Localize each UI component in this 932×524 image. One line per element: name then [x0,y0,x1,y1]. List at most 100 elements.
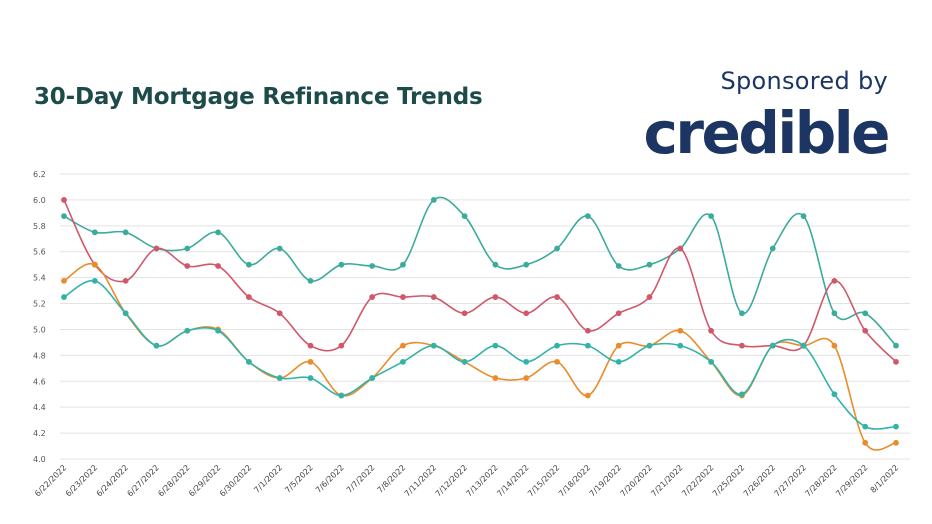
data-point [523,375,530,381]
data-point [584,213,591,220]
data-point [554,358,560,365]
data-point [400,342,406,349]
x-tick-label: 7/11/2022 [403,463,438,498]
data-point [708,358,715,365]
y-tick-label: 5.8 [33,222,46,231]
data-point [615,358,622,365]
x-tick-label: 7/7/2022 [345,463,377,495]
series-lines [63,196,897,451]
x-tick-label: 6/23/2022 [64,463,99,498]
data-point [646,342,653,349]
y-tick-label: 4.0 [33,455,46,464]
data-point [430,197,437,203]
data-point [831,391,838,398]
data-point [800,342,807,349]
y-tick-label: 5.0 [33,325,46,334]
data-point [184,327,191,334]
data-point [338,261,345,268]
data-point [91,277,98,284]
data-point [338,392,345,399]
data-point [61,294,67,300]
series-line-4 [63,279,897,430]
brand-logo: credible [643,99,891,167]
data-point [584,342,591,349]
data-point [831,310,838,317]
data-point [862,327,869,334]
data-point [122,277,129,284]
data-point [615,263,622,269]
data-point [400,261,406,268]
data-point [893,439,899,446]
data-point [615,342,622,349]
data-point [245,294,252,300]
data-point [184,263,191,269]
data-point [400,294,406,300]
data-point [61,213,67,220]
data-point [184,245,191,252]
data-point [153,342,160,349]
x-tick-label: 7/25/2022 [711,463,746,498]
data-point [646,294,653,300]
y-axis-ticks: 6.2 6.0 5.8 5.6 5.4 5.2 5.0 4.8 4.6 4.4 4.2 4.0 [33,170,46,464]
data-point [276,310,283,317]
gridlines [60,173,910,460]
data-point [677,245,684,252]
x-tick-label: 6/29/2022 [187,463,222,498]
data-point [893,342,899,349]
x-tick-label: 7/12/2022 [434,463,469,498]
data-point [739,342,745,349]
data-point [461,213,468,220]
y-tick-label: 4.6 [33,377,46,386]
data-point [554,245,560,252]
data-point [122,310,129,317]
series-line-3 [63,262,897,451]
y-tick-label: 4.4 [33,403,46,412]
x-tick-label: 6/24/2022 [95,463,130,498]
data-point [584,392,591,399]
data-point [492,375,499,381]
data-point [800,213,807,220]
sponsor-text: Sponsored by [720,67,888,95]
data-point [307,375,314,381]
x-tick-label: 7/22/2022 [680,463,715,498]
x-tick-label: 7/14/2022 [495,463,530,498]
x-tick-label: 7/6/2022 [314,463,346,495]
data-point [708,327,715,334]
data-point [677,327,684,334]
data-point [307,358,314,365]
x-tick-label: 7/8/2022 [376,463,408,495]
data-point [245,261,252,268]
data-point [430,294,437,300]
data-point [122,229,129,236]
data-point [461,358,468,365]
x-tick-label: 6/22/2022 [33,463,68,498]
chart-title: 30-Day Mortgage Refinance Trends [34,84,483,110]
data-point [554,342,560,349]
data-point [369,263,376,269]
data-point [369,375,376,381]
data-point [307,342,314,349]
y-tick-label: 4.8 [33,351,46,360]
x-tick-label: 7/1/2022 [252,463,284,495]
data-point [739,391,745,398]
data-point [400,358,406,365]
y-tick-label: 6.0 [33,196,46,205]
data-point [461,310,468,317]
data-point [831,342,838,349]
data-point [276,375,283,381]
data-point [91,229,98,236]
x-tick-label: 7/29/2022 [834,463,869,498]
series-points [61,197,899,446]
data-point [584,327,591,334]
data-point [554,294,560,300]
data-point [91,261,98,268]
y-tick-label: 5.2 [33,300,46,309]
data-point [893,358,899,365]
data-point [430,342,437,349]
data-point [492,294,499,300]
x-tick-label: 7/26/2022 [742,463,777,498]
data-point [893,423,899,430]
x-tick-label: 7/27/2022 [773,463,808,498]
x-tick-label: 7/19/2022 [588,463,623,498]
data-point [153,245,160,252]
